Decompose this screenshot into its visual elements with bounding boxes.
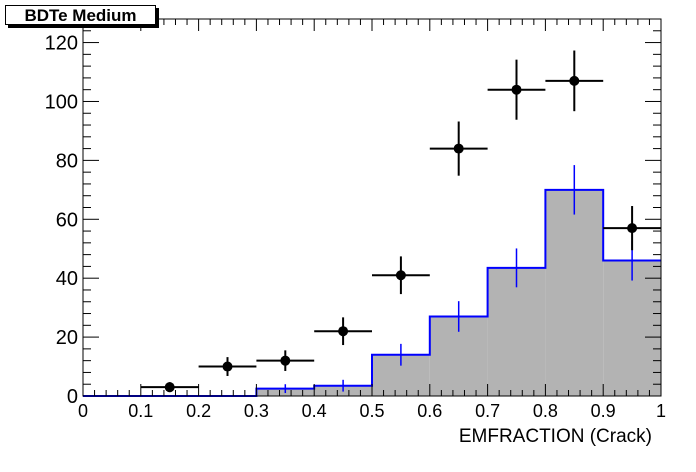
data-point-marker	[164, 382, 175, 393]
data-point	[256, 350, 315, 371]
data-point	[198, 357, 257, 376]
x-tick-label: 0.3	[244, 401, 269, 421]
data-point	[487, 59, 546, 120]
x-axis-title: EMFRACTION (Crack)	[459, 426, 652, 447]
data-point-marker	[338, 326, 349, 337]
x-tick-label: 0.2	[186, 401, 211, 421]
histogram-fill-layer	[256, 189, 661, 396]
y-axis: 0 20 40 60 80 100 120	[45, 18, 661, 408]
y-tick-label: 80	[56, 150, 78, 172]
x-tick-label: 0.4	[302, 401, 327, 421]
data-points-layer	[140, 50, 661, 393]
histogram-bar	[487, 267, 546, 396]
data-point	[140, 382, 199, 393]
x-tick-label: 1	[656, 401, 666, 421]
data-point-marker	[453, 143, 464, 154]
y-tick-label: 100	[45, 91, 78, 113]
data-point-marker	[395, 270, 406, 281]
data-point-marker	[222, 361, 233, 372]
data-point	[429, 121, 488, 176]
data-point	[372, 256, 430, 295]
histogram-bar	[603, 260, 661, 396]
chart-title: BDTe Medium	[24, 6, 137, 25]
x-tick-label: 0.9	[591, 401, 616, 421]
data-point-marker	[627, 223, 638, 234]
x-tick-label: 0.8	[533, 401, 558, 421]
y-tick-label: 60	[56, 209, 78, 231]
data-point-marker	[280, 355, 291, 366]
data-point	[603, 206, 661, 251]
y-tick-label: 40	[56, 268, 78, 290]
x-tick-label: 0.7	[475, 401, 500, 421]
y-tick-label: 0	[67, 386, 78, 408]
histogram-errors-layer	[284, 165, 633, 394]
y-tick-label: 120	[45, 33, 78, 55]
x-tick-label: 0	[78, 401, 88, 421]
histogram-bar	[545, 189, 604, 396]
data-point-marker	[511, 84, 522, 95]
y-tick-label: 20	[56, 327, 78, 349]
x-tick-label: 0.6	[417, 401, 442, 421]
data-point	[314, 317, 372, 346]
data-point-marker	[569, 75, 580, 86]
data-point	[545, 50, 604, 112]
x-tick-label: 0.5	[359, 401, 384, 421]
x-axis: 0 0.1 0.2 0.3 0.4 0.5 0.6 0.7 0.8 0.9 1	[78, 19, 666, 421]
x-tick-label: 0.1	[128, 401, 153, 421]
chart-title-box: BDTe Medium	[5, 5, 156, 25]
